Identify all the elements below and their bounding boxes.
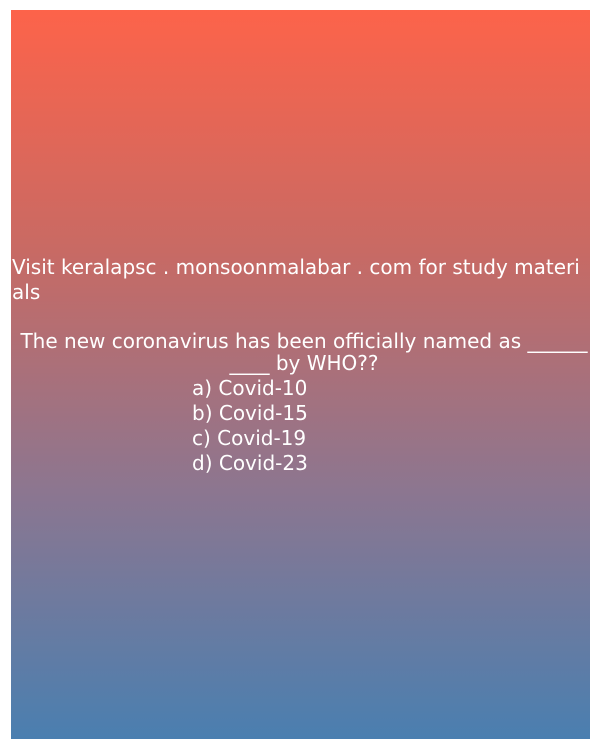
option-b: b) Covid-15 — [192, 401, 308, 425]
option-d: d) Covid-23 — [192, 451, 308, 475]
option-c: c) Covid-19 — [192, 426, 307, 450]
quiz-card: Visit keralapsc . monsoonmalabar . com f… — [11, 10, 590, 739]
answer-options: a) Covid-10 b) Covid-15 c) Covid-19 d) C… — [192, 376, 308, 476]
promo-text: Visit keralapsc . monsoonmalabar . com f… — [12, 255, 580, 304]
option-a: a) Covid-10 — [192, 376, 308, 400]
question-text: The new coronavirus has been officially … — [20, 329, 588, 375]
